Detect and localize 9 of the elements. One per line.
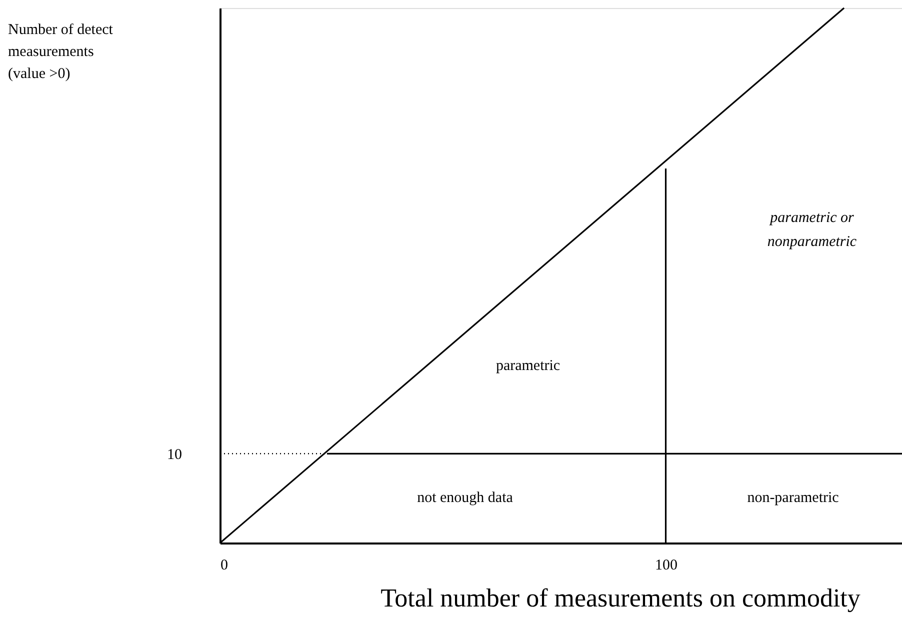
text: 10 [167, 447, 182, 463]
annotation: parametric [496, 358, 560, 374]
x-axis-title: Total number of measurements on commodity [380, 584, 860, 612]
x-tick-label: 0 [220, 558, 228, 574]
text: Number of detect measurements (value >0) [8, 22, 114, 82]
annotation: not enough data [417, 490, 514, 506]
x-tick-label: 100 [655, 558, 678, 574]
annotation: non-parametric [747, 490, 840, 506]
annotation: parametric or nonparametric [767, 210, 857, 250]
